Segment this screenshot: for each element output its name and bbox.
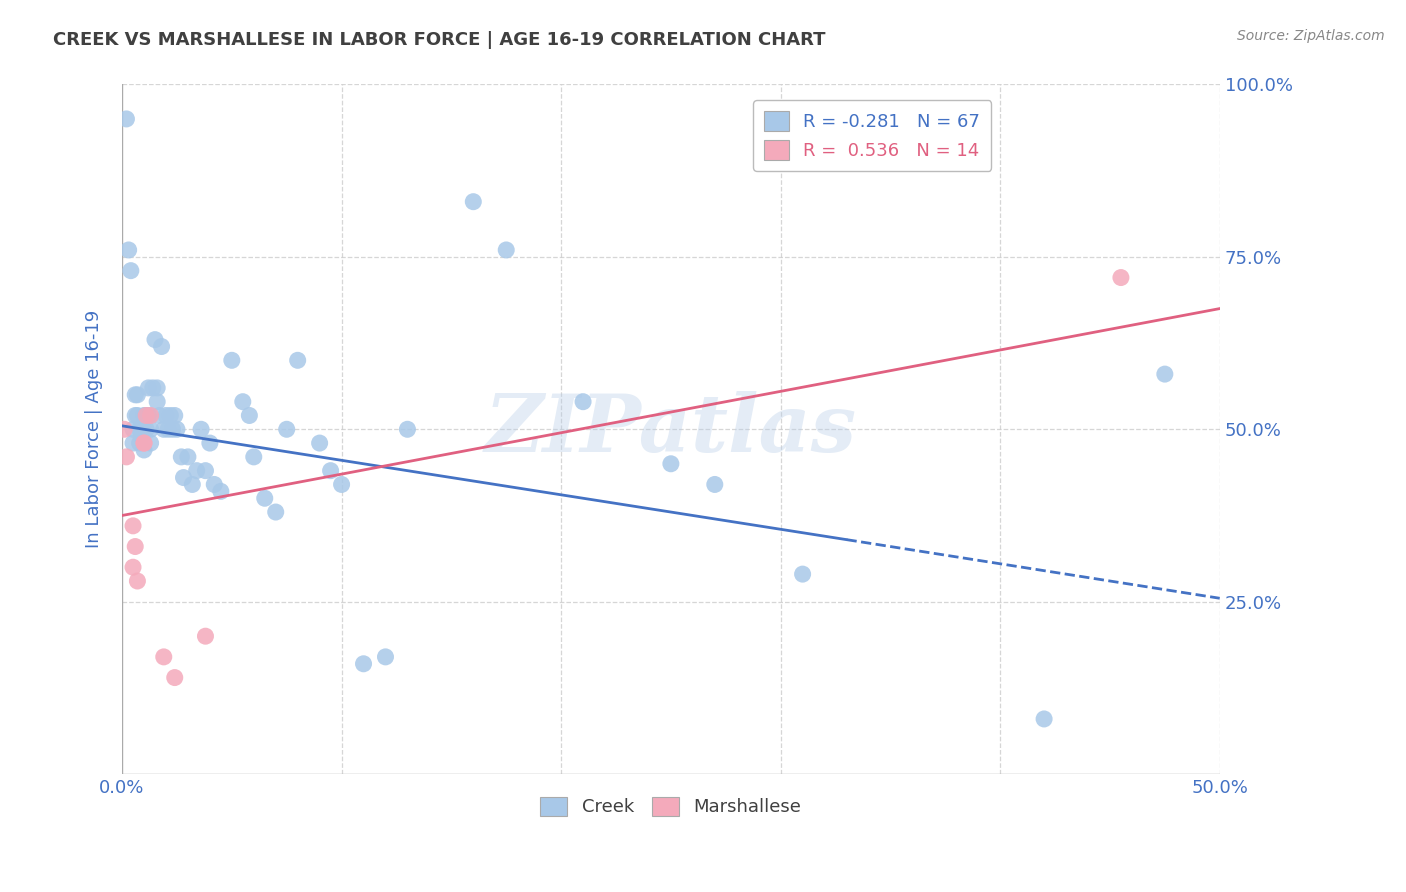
Point [162, 422, 184, 436]
Point [138, 381, 160, 395]
Point [209, 484, 232, 499]
Point [115, 450, 138, 464]
Point [120, 263, 142, 277]
Point [132, 442, 155, 457]
Point [163, 409, 186, 423]
Point [127, 388, 149, 402]
Point [170, 450, 193, 464]
Point [659, 457, 682, 471]
Point [181, 477, 204, 491]
Point [319, 464, 342, 478]
Point [127, 574, 149, 588]
Point [135, 422, 157, 436]
Point [138, 409, 160, 423]
Point [132, 409, 155, 423]
Point [132, 436, 155, 450]
Point [139, 409, 162, 423]
Point [177, 450, 200, 464]
Point [131, 429, 153, 443]
Point [173, 470, 195, 484]
Point [128, 436, 150, 450]
Point [374, 649, 396, 664]
Point [186, 464, 208, 478]
Point [253, 491, 276, 506]
Point [112, 422, 135, 436]
Text: CREEK VS MARSHALLESE IN LABOR FORCE | AGE 16-19 CORRELATION CHART: CREEK VS MARSHALLESE IN LABOR FORCE | AG… [53, 31, 825, 49]
Point [135, 409, 157, 423]
Point [1109, 270, 1132, 285]
Point [132, 436, 155, 450]
Point [221, 353, 243, 368]
Point [264, 505, 287, 519]
Point [139, 436, 162, 450]
Point [122, 560, 145, 574]
Point [308, 436, 330, 450]
Point [131, 422, 153, 436]
Point [1153, 367, 1175, 381]
Legend: Creek, Marshallese: Creek, Marshallese [533, 790, 808, 823]
Point [1033, 712, 1056, 726]
Point [146, 381, 169, 395]
Point [353, 657, 375, 671]
Point [127, 409, 149, 423]
Point [139, 422, 162, 436]
Point [330, 477, 353, 491]
Point [495, 243, 517, 257]
Point [202, 477, 225, 491]
Point [122, 436, 145, 450]
Point [146, 394, 169, 409]
Point [232, 394, 254, 409]
Point [128, 422, 150, 436]
Point [703, 477, 725, 491]
Point [155, 409, 177, 423]
Point [276, 422, 298, 436]
Point [152, 649, 174, 664]
Point [159, 409, 181, 423]
Point [152, 422, 174, 436]
Point [150, 339, 173, 353]
Point [122, 519, 145, 533]
Point [190, 422, 212, 436]
Point [124, 409, 146, 423]
Point [132, 422, 155, 436]
Point [122, 422, 145, 436]
Point [198, 436, 221, 450]
Text: ZIPatlas: ZIPatlas [485, 391, 856, 468]
Point [463, 194, 485, 209]
Point [115, 112, 138, 126]
Point [163, 671, 186, 685]
Point [157, 422, 180, 436]
Point [143, 333, 166, 347]
Point [396, 422, 419, 436]
Point [194, 629, 217, 643]
Point [194, 464, 217, 478]
Point [124, 388, 146, 402]
Text: Source: ZipAtlas.com: Source: ZipAtlas.com [1237, 29, 1385, 43]
Point [135, 409, 157, 423]
Point [142, 381, 165, 395]
Point [117, 243, 139, 257]
Point [238, 409, 260, 423]
Point [572, 394, 595, 409]
Point [242, 450, 264, 464]
Point [287, 353, 309, 368]
Point [148, 409, 170, 423]
Y-axis label: In Labor Force | Age 16-19: In Labor Force | Age 16-19 [86, 310, 103, 549]
Point [792, 567, 814, 582]
Point [124, 540, 146, 554]
Point [166, 422, 188, 436]
